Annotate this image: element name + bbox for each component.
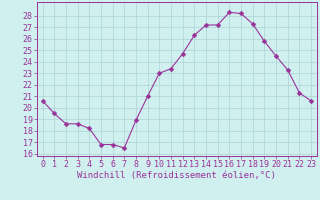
X-axis label: Windchill (Refroidissement éolien,°C): Windchill (Refroidissement éolien,°C) [77, 171, 276, 180]
